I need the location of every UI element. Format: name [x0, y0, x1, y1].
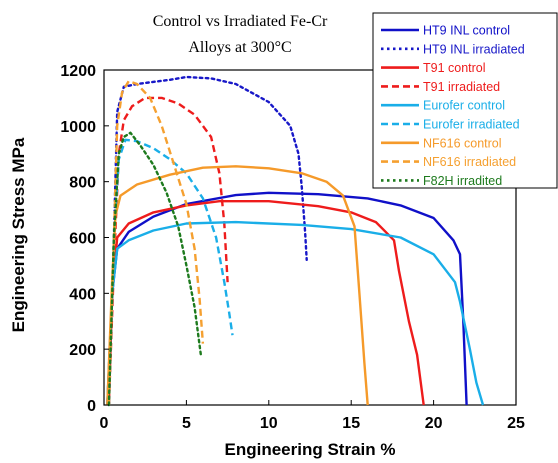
x-tick-label: 25: [507, 415, 525, 432]
y-axis-label: Engineering Stress MPa: [9, 137, 28, 332]
y-tick-label: 800: [69, 175, 96, 192]
x-tick-label: 15: [342, 415, 360, 432]
legend-entry-label: HT9 INL irradiated: [423, 42, 525, 56]
y-tick-label: 0: [87, 398, 96, 415]
legend-entry-label: Eurofer control: [423, 99, 505, 113]
y-tick-label: 600: [69, 231, 96, 248]
legend-box: [372, 12, 558, 189]
legend-entry-label: F82H irradited: [423, 174, 502, 188]
series-line-t91-irradiated: [107, 96, 229, 406]
x-tick-label: 20: [425, 415, 443, 432]
legend-entry-label: Eurofer irradiated: [423, 118, 520, 132]
x-tick-label: 5: [182, 415, 191, 432]
y-tick-label: 1000: [60, 119, 96, 136]
legend-entry-label: NF616 irradiated: [423, 155, 516, 169]
legend-entry-label: HT9 INL control: [423, 24, 510, 38]
x-axis-label: Engineering Strain %: [225, 440, 396, 459]
x-tick-label: 0: [100, 415, 109, 432]
series-line-nf616-control: [106, 165, 369, 406]
y-tick-label: 200: [69, 342, 96, 359]
series-line-t91-control: [107, 200, 425, 406]
series-line-ht9-inl-control: [106, 191, 468, 406]
series-line-f82h-irradited: [107, 131, 203, 407]
legend-entry-label: T91 irradiated: [423, 80, 500, 94]
y-tick-label: 1200: [60, 63, 96, 80]
series-line-eurofer-control: [106, 220, 485, 406]
chart-title-line-1: Control vs Irradiated Fe-Cr: [153, 13, 328, 30]
y-tick-label: 400: [69, 286, 96, 303]
legend-entry-label: NF616 control: [423, 136, 502, 150]
x-tick-label: 10: [260, 415, 278, 432]
chart-title-line-2: Alloys at 300°C: [188, 39, 291, 56]
legend-entry-label: T91 control: [423, 61, 486, 75]
series-line-nf616-irradiated: [107, 80, 205, 406]
